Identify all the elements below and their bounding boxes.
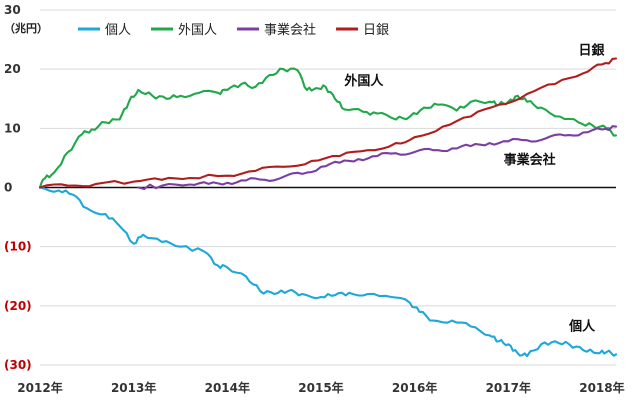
legend-label: 事業会社	[264, 22, 316, 38]
x-tick-label: 2012年	[17, 380, 62, 395]
y-tick-label: 30	[4, 3, 21, 17]
legend-label: 日銀	[363, 23, 389, 38]
y-axis: 30 20 10 0 (10) (20) (30)	[4, 3, 32, 372]
x-axis: 2012年 2013年 2014年 2015年 2016年 2017年 2018年	[17, 380, 624, 395]
legend-label: 個人	[105, 23, 131, 38]
y-tick-label: 0	[4, 181, 12, 195]
x-tick-label: 2013年	[111, 380, 156, 395]
series-line-事業会社	[137, 125, 618, 191]
y-tick-label: (10)	[4, 240, 32, 254]
y-tick-label: (20)	[4, 299, 32, 313]
x-tick-label: 2018年	[579, 380, 624, 395]
series-annotation: 事業会社	[504, 152, 556, 168]
x-tick-label: 2014年	[205, 380, 250, 395]
series-line-日銀	[38, 57, 618, 189]
x-tick-label: 2015年	[298, 380, 343, 395]
gridlines	[40, 9, 616, 366]
legend: （兆円） 個人 外国人 事業会社 日銀	[4, 21, 389, 38]
series-line-個人	[38, 186, 618, 358]
series-lines	[38, 57, 618, 358]
series-annotation: 個人	[568, 319, 596, 335]
series-annotation: 日銀	[579, 42, 605, 58]
x-tick-label: 2016年	[392, 380, 437, 395]
y-tick-label: 20	[4, 62, 21, 76]
series-line-外国人	[38, 67, 618, 189]
unit-label: （兆円）	[4, 21, 48, 35]
legend-label: 外国人	[178, 23, 217, 38]
series-annotation: 外国人	[343, 73, 384, 89]
y-tick-label: (30)	[4, 358, 32, 372]
y-tick-label: 10	[4, 121, 21, 135]
x-tick-label: 2017年	[486, 380, 531, 395]
